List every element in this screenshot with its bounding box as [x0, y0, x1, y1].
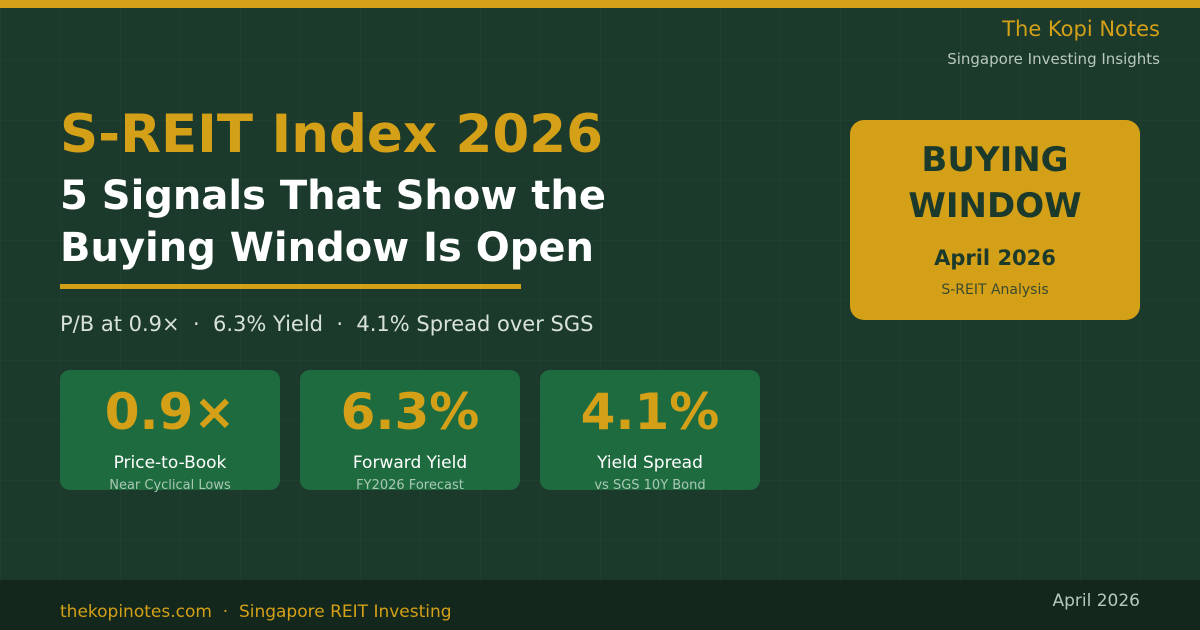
metric-card: 6.3% Forward Yield FY2026 Forecast [300, 370, 520, 493]
brand-tagline: Singapore Investing Insights [947, 50, 1160, 68]
badge-line: WINDOW [908, 186, 1081, 226]
footer-date: April 2026 [1052, 591, 1140, 611]
badge-line: BUYING [921, 140, 1068, 180]
title: S-REIT Index 2026 [60, 104, 603, 165]
metric-note: Near Cyclical Lows [109, 478, 231, 493]
footer-bar [0, 580, 1200, 630]
metric-value: 0.9× [105, 383, 235, 441]
metric-label: Forward Yield [353, 453, 467, 473]
metric-value: 6.3% [341, 383, 480, 441]
subtitle-line: 5 Signals That Show the [60, 173, 606, 219]
metric-card: 0.9× Price-to-Book Near Cyclical Lows [60, 370, 280, 493]
badge-note: S-REIT Analysis [941, 282, 1048, 298]
metric-value: 4.1% [581, 383, 720, 441]
metric-card: 4.1% Yield Spread vs SGS 10Y Bond [540, 370, 760, 493]
summary: P/B at 0.9× · 6.3% Yield · 4.1% Spread o… [60, 312, 593, 336]
metric-label: Yield Spread [596, 453, 703, 473]
card-bg [540, 370, 760, 490]
badge: BUYING WINDOW April 2026 S-REIT Analysis [850, 120, 1140, 320]
underline [60, 284, 521, 289]
brand-name: The Kopi Notes [1001, 17, 1160, 41]
footer-left: thekopinotes.com · Singapore REIT Invest… [60, 602, 452, 622]
badge-bg [850, 120, 1140, 320]
badge-date: April 2026 [934, 246, 1056, 270]
metric-note: vs SGS 10Y Bond [594, 478, 705, 493]
card-bg [300, 370, 520, 490]
metric-label: Price-to-Book [114, 453, 227, 473]
card-bg [60, 370, 280, 490]
subtitle-line: Buying Window Is Open [60, 225, 594, 271]
metric-note: FY2026 Forecast [356, 478, 464, 493]
top-bar [0, 0, 1200, 8]
